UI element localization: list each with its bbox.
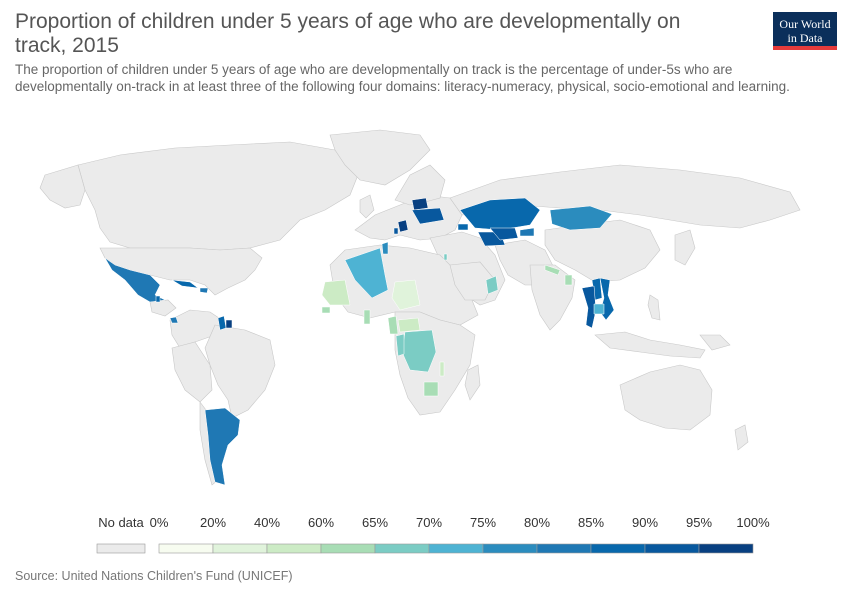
country-japan[interactable] [674,229,696,266]
country-philippines[interactable] [647,294,661,321]
country-png[interactable] [699,334,731,351]
country-peru-bolivia[interactable] [171,341,213,403]
legend-bin-swatch [644,543,700,554]
country-cambodia[interactable] [593,303,605,315]
country-mongolia[interactable] [549,205,613,231]
country-bangladesh[interactable] [564,274,573,286]
country-nepal[interactable] [544,264,561,276]
country-malawi[interactable] [439,361,445,377]
country-alaska[interactable] [39,164,86,209]
country-uzbekistan[interactable] [489,227,519,241]
owid-logo[interactable]: Our World in Data [773,12,837,50]
legend-no-data-swatch [96,543,146,554]
country-georgia[interactable] [457,223,469,231]
country-india[interactable] [529,264,576,331]
legend-bin-label: 20% [200,515,226,530]
country-serbia[interactable] [397,219,409,233]
legend-bin-label: 65% [362,515,388,530]
chart-subtitle: The proportion of children under 5 years… [15,62,790,94]
country-uk[interactable] [359,194,375,219]
country-mauritania[interactable] [321,279,351,306]
country-montenegro[interactable] [393,227,399,235]
legend-bin-swatch [536,543,592,554]
country-car[interactable] [397,317,421,333]
source-note: Source: United Nations Children's Fund (… [15,569,293,583]
country-kazakhstan[interactable] [459,197,541,231]
country-oman[interactable] [485,275,499,295]
country-algeria[interactable] [344,247,389,299]
legend-bin-swatch [590,543,646,554]
country-belarus[interactable] [411,197,429,211]
legend-bin-swatch [482,543,538,554]
country-guatemala-honduras[interactable] [149,299,177,317]
country-canada[interactable] [77,141,361,251]
country-dominican-republic[interactable] [199,287,209,294]
chart-title: Proportion of children under 5 years of … [15,10,681,57]
country-greenland[interactable] [329,129,431,186]
country-new-zealand[interactable] [734,424,749,451]
country-senegal[interactable] [321,306,331,314]
country-ukraine[interactable] [411,207,445,225]
country-ghana[interactable] [363,309,371,325]
country-niger[interactable] [391,279,421,311]
legend-bin-label: 85% [578,515,604,530]
legend-no-data-label: No data [98,515,144,530]
no-data-land [39,129,801,486]
legend-bin-label: 90% [632,515,658,530]
legend-bin-swatch [266,543,322,554]
legend-bin-swatch [698,543,754,554]
legend-bin-label: 40% [254,515,280,530]
legend-bin-swatch [428,543,484,554]
logo-line-2: in Data [787,31,823,45]
legend-bin-label: 80% [524,515,550,530]
legend-end-label: 100% [736,515,770,530]
country-tunisia[interactable] [381,241,389,255]
country-madagascar[interactable] [464,364,481,401]
country-scandinavia[interactable] [394,164,446,206]
country-australia[interactable] [619,364,713,431]
country-congo[interactable] [395,333,405,357]
country-cuba[interactable] [171,279,199,289]
country-zimbabwe[interactable] [423,381,439,397]
country-brazil[interactable] [204,324,276,419]
legend-bin-label: 60% [308,515,334,530]
legend-bin-label: 70% [416,515,442,530]
legend-bin-swatch [158,543,214,554]
legend-bin-swatch [374,543,430,554]
country-cameroon[interactable] [387,315,399,335]
data-countries [104,197,615,486]
legend-bin-label: 95% [686,515,712,530]
legend-bin-label: 0% [150,515,169,530]
country-indonesia[interactable] [594,331,706,359]
country-argentina[interactable] [204,407,241,486]
country-belize[interactable] [155,295,161,303]
logo-line-1: Our World [779,17,831,31]
world-map[interactable] [0,120,850,500]
country-thailand[interactable] [581,285,597,329]
legend-bins: 0% 20% 40% 60% 65% 70% 75% 80% 85% 90% 95% 100% [150,515,770,554]
legend-bin-swatch [212,543,268,554]
country-europe[interactable] [354,194,463,241]
country-saudi-arabia[interactable] [449,261,496,301]
country-palestine[interactable] [443,253,448,261]
color-legend: No data 0% 20% 40% 60% 65% 70% 75% 80% 85% 90% 95%… [96,515,770,554]
country-suriname[interactable] [225,319,233,329]
legend-bin-label: 75% [470,515,496,530]
country-china[interactable] [544,219,661,283]
country-costa-rica[interactable] [169,316,179,324]
legend-bin-swatch [320,543,376,554]
country-kyrgyzstan[interactable] [519,227,535,237]
